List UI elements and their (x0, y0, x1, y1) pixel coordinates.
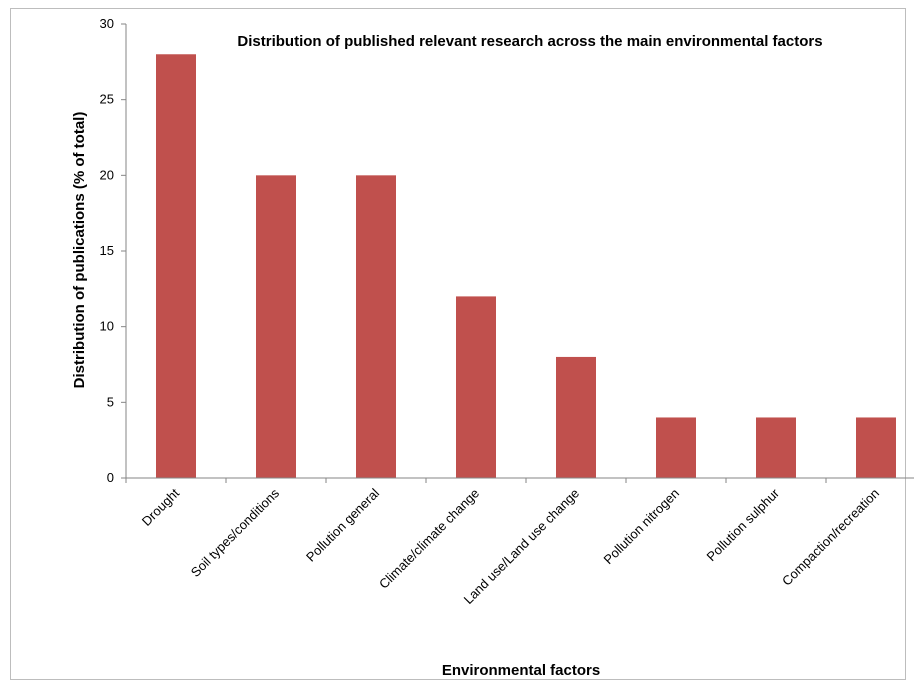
chart-title: Distribution of published relevant resea… (237, 33, 822, 50)
x-tick-label: Pollution general (303, 485, 382, 564)
bar-1 (256, 175, 296, 479)
bars-group (156, 54, 896, 479)
x-tick-labels: Drought Soil types/conditions Pollution ge… (139, 485, 882, 607)
x-tick-label: Soil types/conditions (188, 485, 283, 580)
bar-2 (356, 175, 396, 479)
y-tick-label: 10 (100, 319, 114, 334)
bar-3 (456, 296, 496, 478)
y-tick-label: 0 (107, 470, 114, 485)
x-tick-label: Compaction/recreation (779, 486, 882, 589)
y-axis-title: Distribution of publications (% of total… (71, 112, 88, 389)
x-axis-title: Environmental factors (442, 662, 600, 679)
bar-6 (756, 417, 796, 478)
x-tick-label: Pollution nitrogen (600, 486, 682, 568)
y-tick-labels: 0 5 10 15 20 25 30 (100, 16, 114, 485)
x-tick-label: Climate/climate change (376, 486, 482, 592)
bar-0 (156, 54, 196, 479)
y-tick-label: 15 (100, 243, 114, 258)
x-tick-label: Pollution sulphur (704, 485, 783, 564)
bar-5 (656, 417, 696, 478)
y-tick-label: 25 (100, 92, 114, 107)
bar-4 (556, 356, 596, 478)
axes-group (121, 23, 914, 483)
x-tick-label: Drought (139, 485, 183, 529)
y-tick-label: 30 (100, 16, 114, 31)
bar-7 (856, 417, 896, 478)
y-tick-label: 5 (107, 394, 114, 409)
x-tick-label: Land use/Land use change (461, 486, 583, 608)
y-tick-label: 20 (100, 167, 114, 182)
